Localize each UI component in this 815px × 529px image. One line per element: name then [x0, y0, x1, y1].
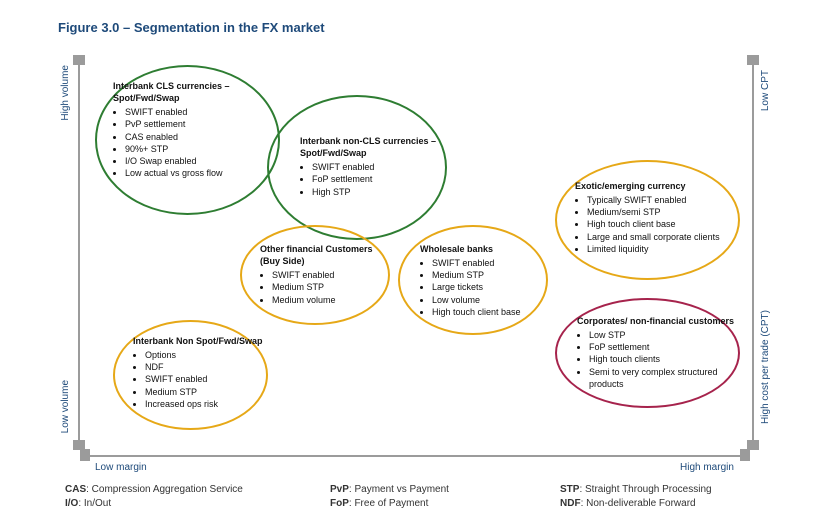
bubble-title-other-financial: Other financial Customers (Buy Side) [260, 243, 390, 267]
axis-label-y-bottom: Low volume [60, 380, 71, 433]
bullet: Large tickets [432, 281, 521, 293]
bullet: High touch client base [432, 306, 521, 318]
legend-fop: FoP: Free of Payment [330, 497, 428, 511]
bubble-bullets-exotic-emerging: Typically SWIFT enabledMedium/semi STPHi… [575, 194, 720, 255]
bullet: SWIFT enabled [125, 106, 278, 118]
legend-stp: STP: Straight Through Processing [560, 483, 712, 497]
bubble-text-wholesale-banks: Wholesale banks SWIFT enabledMedium STPLa… [420, 243, 521, 318]
bullet: Semi to very complex structured products [589, 366, 742, 390]
bullet: High STP [312, 186, 460, 198]
bubble-title-interbank-cls: Interbank CLS currencies – Spot/Fwd/Swap [113, 80, 278, 104]
bubble-bullets-interbank-cls: SWIFT enabledPvP settlementCAS enabled90… [113, 106, 278, 179]
diagram-canvas: Figure 3.0 – Segmentation in the FX mark… [0, 0, 815, 529]
bullet: NDF [145, 361, 263, 373]
bullet: Increased ops risk [145, 398, 263, 410]
axis-left-head-up [73, 55, 85, 65]
axis-label-r-bottom: High cost per trade (CPT) [760, 310, 771, 424]
bullet: SWIFT enabled [145, 373, 263, 385]
bullet: Medium/semi STP [587, 206, 720, 218]
bullet: Medium STP [272, 281, 390, 293]
legend-io: I/O: In/Out [65, 497, 111, 511]
bullet: 90%+ STP [125, 143, 278, 155]
axis-label-x-right: High margin [680, 462, 734, 473]
bullet: Options [145, 349, 263, 361]
bubble-text-interbank-cls: Interbank CLS currencies – Spot/Fwd/Swap… [113, 80, 278, 179]
bubble-bullets-interbank-non-cls: SWIFT enabledFoP settlementHigh STP [300, 161, 460, 197]
bubble-title-wholesale-banks: Wholesale banks [420, 243, 521, 255]
axis-label-y-top: High volume [60, 65, 71, 121]
bullet: Large and small corporate clients [587, 231, 720, 243]
bubble-title-exotic-emerging: Exotic/emerging currency [575, 180, 720, 192]
bubble-bullets-interbank-non-spot: OptionsNDFSWIFT enabledMedium STPIncreas… [133, 349, 263, 410]
bullet: SWIFT enabled [312, 161, 460, 173]
legend-ndf: NDF: Non-deliverable Forward [560, 497, 696, 511]
bullet: CAS enabled [125, 131, 278, 143]
bubble-bullets-wholesale-banks: SWIFT enabledMedium STPLarge ticketsLow … [420, 257, 521, 318]
axis-left [78, 62, 80, 442]
bullet: FoP settlement [589, 341, 742, 353]
bubble-title-interbank-non-spot: Interbank Non Spot/Fwd/Swap [133, 335, 263, 347]
figure-title: Figure 3.0 – Segmentation in the FX mark… [58, 20, 325, 35]
axis-label-r-top: Low CPT [760, 70, 771, 111]
bubble-text-interbank-non-cls: Interbank non-CLS currencies – Spot/Fwd/… [300, 135, 460, 198]
bubble-text-other-financial: Other financial Customers (Buy Side)SWIF… [260, 243, 390, 306]
axis-right-head-up [747, 55, 759, 65]
bullet: FoP settlement [312, 173, 460, 185]
bubble-text-exotic-emerging: Exotic/emerging currency Typically SWIFT … [575, 180, 720, 255]
bullet: Typically SWIFT enabled [587, 194, 720, 206]
axis-bottom-head-left [80, 449, 90, 461]
axis-bottom-head-right [740, 449, 750, 461]
axis-label-x-left: Low margin [95, 462, 147, 473]
bullet: PvP settlement [125, 118, 278, 130]
bullet: Medium STP [432, 269, 521, 281]
bullet: Low actual vs gross flow [125, 167, 278, 179]
legend-cas: CAS: Compression Aggregation Service [65, 483, 243, 497]
bullet: SWIFT enabled [432, 257, 521, 269]
bubble-text-corporates: Corporates/ non-financial customers Low S… [577, 315, 742, 390]
axis-right [752, 62, 754, 442]
bullet: Medium volume [272, 294, 390, 306]
bullet: Low STP [589, 329, 742, 341]
legend-pvp: PvP: Payment vs Payment [330, 483, 449, 497]
bubble-title-interbank-non-cls: Interbank non-CLS currencies – Spot/Fwd/… [300, 135, 460, 159]
bullet: High touch client base [587, 218, 720, 230]
bubble-title-corporates: Corporates/ non-financial customers [577, 315, 742, 327]
bullet: SWIFT enabled [272, 269, 390, 281]
bullet: Low volume [432, 294, 521, 306]
bullet: Medium STP [145, 386, 263, 398]
axis-bottom [90, 455, 740, 457]
bullet: High touch clients [589, 353, 742, 365]
bullet: Limited liquidity [587, 243, 720, 255]
bubble-bullets-corporates: Low STPFoP settlementHigh touch clientsS… [577, 329, 742, 390]
bubble-text-interbank-non-spot: Interbank Non Spot/Fwd/Swap OptionsNDFSWI… [133, 335, 263, 410]
bullet: I/O Swap enabled [125, 155, 278, 167]
bubble-bullets-other-financial: SWIFT enabledMedium STPMedium volume [260, 269, 390, 305]
